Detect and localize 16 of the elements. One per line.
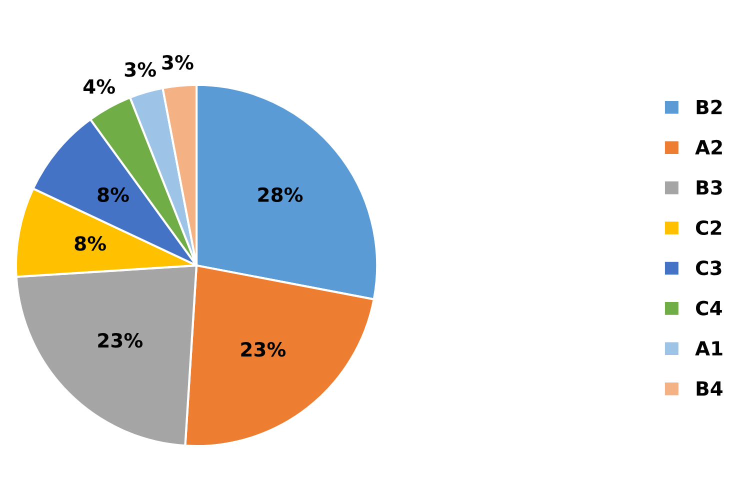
legend-label: B3 — [696, 180, 722, 195]
legend-label: B2 — [696, 100, 722, 114]
data-label: 4% — [83, 79, 115, 94]
legend-label: C4 — [696, 300, 722, 316]
data-label: 28% — [258, 187, 303, 202]
data-label: 3% — [124, 62, 156, 77]
legend-label: C3 — [696, 260, 722, 276]
data-label: 8% — [74, 236, 106, 251]
data-label: 3% — [162, 55, 194, 70]
legend-label: A1 — [695, 341, 722, 356]
legend-label: C2 — [696, 220, 722, 236]
data-label: 23% — [241, 342, 286, 357]
data-label: 8% — [98, 187, 129, 202]
legend-label: B4 — [696, 381, 722, 396]
data-label: 23% — [98, 333, 143, 348]
legend-label: A2 — [695, 140, 722, 154]
